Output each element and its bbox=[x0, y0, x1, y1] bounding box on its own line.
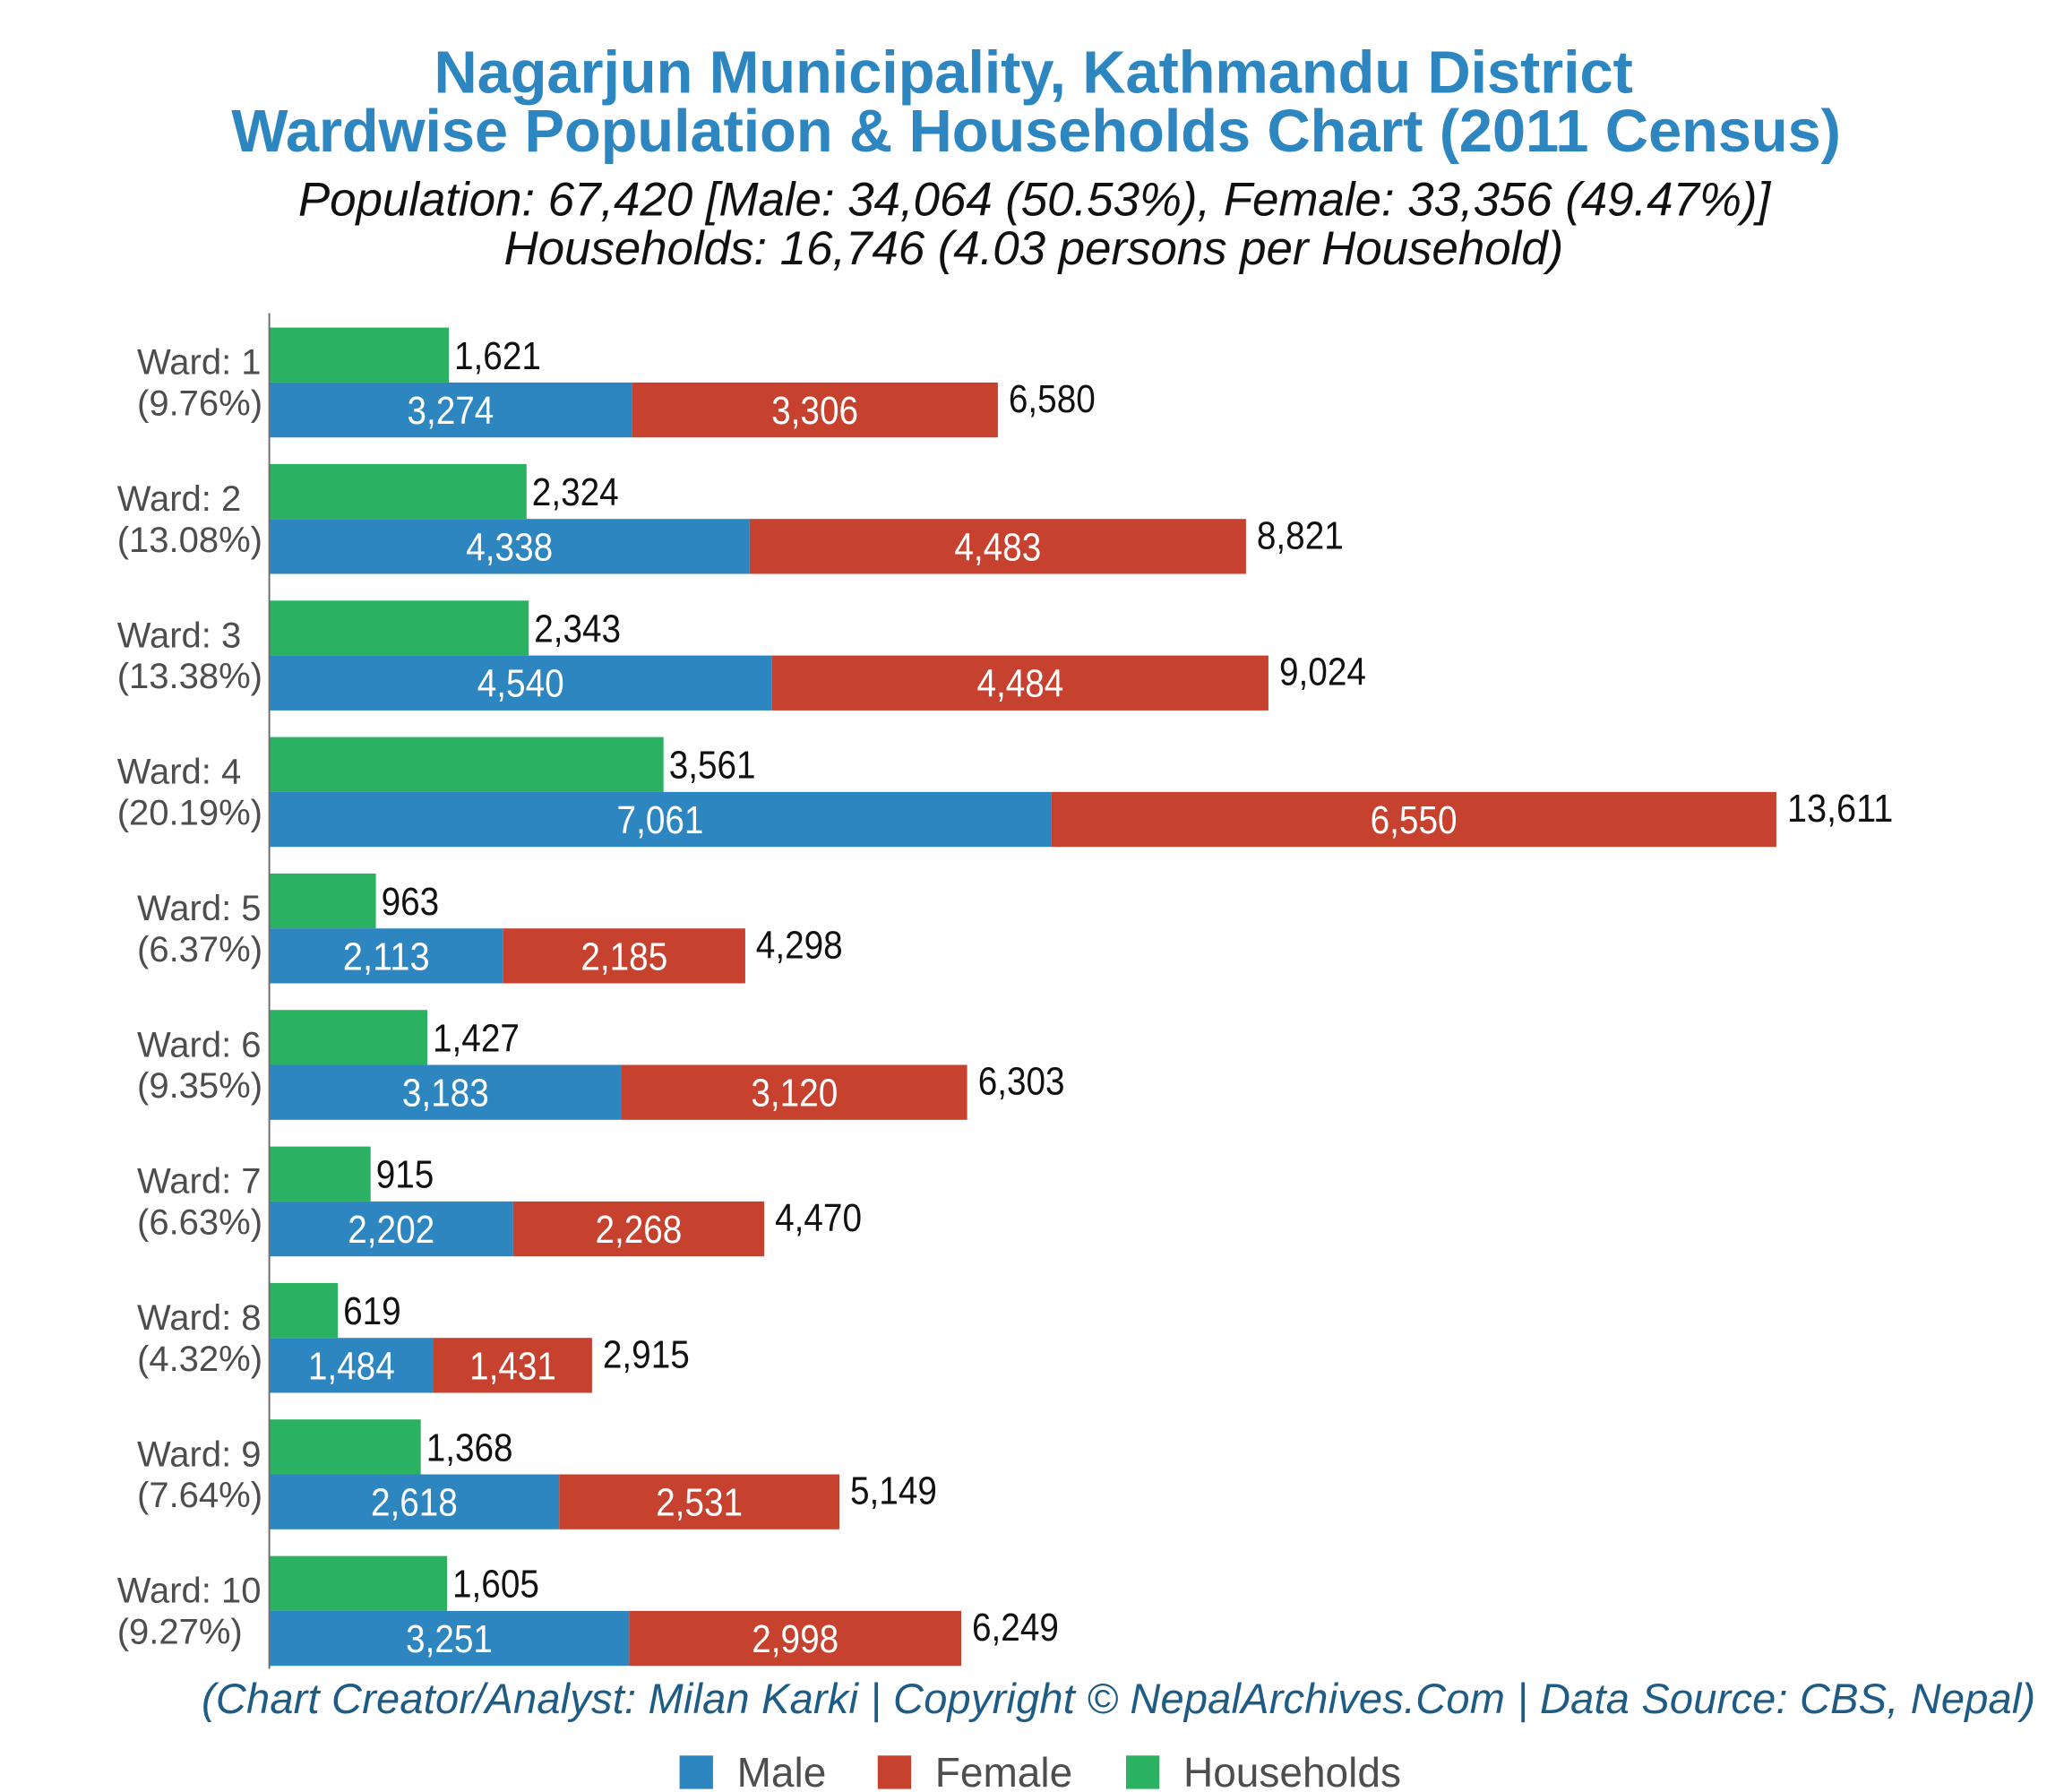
svg-text:1,605: 1,605 bbox=[452, 1563, 539, 1607]
svg-text:Ward: 10: Ward: 10 bbox=[117, 1572, 262, 1611]
svg-text:2,343: 2,343 bbox=[534, 607, 621, 650]
svg-text:Ward: 8: Ward: 8 bbox=[137, 1298, 262, 1338]
svg-text:2,531: 2,531 bbox=[656, 1481, 743, 1525]
svg-text:Households: Households bbox=[1183, 1749, 1401, 1792]
svg-text:Ward: 9: Ward: 9 bbox=[137, 1434, 262, 1474]
svg-text:6,303: 6,303 bbox=[978, 1060, 1065, 1104]
svg-text:1,621: 1,621 bbox=[454, 334, 541, 378]
svg-text:4,338: 4,338 bbox=[466, 525, 553, 569]
svg-text:4,470: 4,470 bbox=[775, 1196, 862, 1240]
svg-text:1,368: 1,368 bbox=[426, 1426, 513, 1469]
svg-text:2,618: 2,618 bbox=[371, 1481, 458, 1525]
svg-text:3,561: 3,561 bbox=[669, 744, 756, 788]
svg-text:(4.32%): (4.32%) bbox=[137, 1340, 262, 1379]
svg-text:(6.63%): (6.63%) bbox=[137, 1203, 262, 1243]
svg-text:Wardwise Population & Househol: Wardwise Population & Households Chart (… bbox=[231, 98, 1840, 165]
svg-text:Ward: 5: Ward: 5 bbox=[137, 889, 262, 928]
svg-text:3,183: 3,183 bbox=[402, 1072, 489, 1116]
svg-text:1,427: 1,427 bbox=[433, 1016, 520, 1060]
svg-text:(20.19%): (20.19%) bbox=[117, 794, 262, 833]
svg-text:2,113: 2,113 bbox=[343, 935, 430, 978]
svg-text:915: 915 bbox=[376, 1153, 434, 1197]
svg-text:3,120: 3,120 bbox=[751, 1072, 838, 1116]
svg-text:Ward: 4: Ward: 4 bbox=[117, 753, 242, 792]
svg-text:4,483: 4,483 bbox=[954, 525, 1041, 569]
svg-text:619: 619 bbox=[343, 1289, 401, 1333]
svg-text:4,298: 4,298 bbox=[756, 923, 843, 967]
svg-text:(6.37%): (6.37%) bbox=[137, 930, 262, 969]
svg-text:7,061: 7,061 bbox=[617, 798, 704, 842]
svg-text:Ward: 7: Ward: 7 bbox=[137, 1162, 262, 1202]
svg-text:6,580: 6,580 bbox=[1009, 377, 1096, 421]
svg-text:Ward: 6: Ward: 6 bbox=[137, 1025, 262, 1064]
svg-text:5,149: 5,149 bbox=[850, 1469, 937, 1513]
svg-text:9,024: 9,024 bbox=[1279, 650, 1366, 694]
svg-text:(Chart Creator/Analyst: Milan: (Chart Creator/Analyst: Milan Karki | Co… bbox=[202, 1675, 2035, 1722]
svg-text:(13.38%): (13.38%) bbox=[117, 657, 262, 696]
svg-text:Nagarjun Municipality, Kathman: Nagarjun Municipality, Kathmandu Distric… bbox=[434, 39, 1632, 106]
svg-text:(9.35%): (9.35%) bbox=[137, 1066, 262, 1106]
svg-text:4,484: 4,484 bbox=[976, 662, 1063, 706]
svg-text:13,611: 13,611 bbox=[1787, 787, 1893, 831]
svg-text:2,324: 2,324 bbox=[532, 470, 619, 514]
svg-text:(13.08%): (13.08%) bbox=[117, 521, 262, 560]
svg-text:(9.76%): (9.76%) bbox=[137, 384, 262, 424]
svg-text:Female: Female bbox=[935, 1749, 1072, 1792]
svg-text:2,998: 2,998 bbox=[752, 1617, 838, 1661]
svg-text:3,251: 3,251 bbox=[406, 1617, 493, 1661]
svg-text:2,185: 2,185 bbox=[580, 935, 667, 978]
svg-text:6,550: 6,550 bbox=[1371, 798, 1458, 842]
svg-text:2,202: 2,202 bbox=[348, 1208, 434, 1252]
svg-text:1,484: 1,484 bbox=[308, 1344, 395, 1388]
svg-text:Population: 67,420 [Male: 34,0: Population: 67,420 [Male: 34,064 (50.53%… bbox=[298, 174, 1772, 227]
svg-text:1,431: 1,431 bbox=[469, 1344, 556, 1388]
svg-text:2,915: 2,915 bbox=[603, 1332, 690, 1376]
svg-text:4,540: 4,540 bbox=[477, 662, 564, 706]
svg-text:(7.64%): (7.64%) bbox=[137, 1476, 262, 1515]
svg-text:Households: 16,746 (4.03 perso: Households: 16,746 (4.03 persons per Hou… bbox=[503, 222, 1563, 275]
svg-text:6,249: 6,249 bbox=[972, 1606, 1059, 1650]
svg-text:Male: Male bbox=[737, 1749, 827, 1792]
svg-text:(9.27%): (9.27%) bbox=[117, 1613, 243, 1652]
svg-text:Ward: 1: Ward: 1 bbox=[137, 343, 262, 383]
svg-text:Ward: 3: Ward: 3 bbox=[117, 616, 242, 655]
svg-text:2,268: 2,268 bbox=[595, 1208, 682, 1252]
svg-text:Ward: 2: Ward: 2 bbox=[117, 479, 242, 519]
svg-text:3,274: 3,274 bbox=[407, 389, 494, 433]
svg-text:963: 963 bbox=[382, 880, 440, 924]
svg-text:3,306: 3,306 bbox=[771, 389, 858, 433]
svg-text:8,821: 8,821 bbox=[1257, 513, 1344, 557]
